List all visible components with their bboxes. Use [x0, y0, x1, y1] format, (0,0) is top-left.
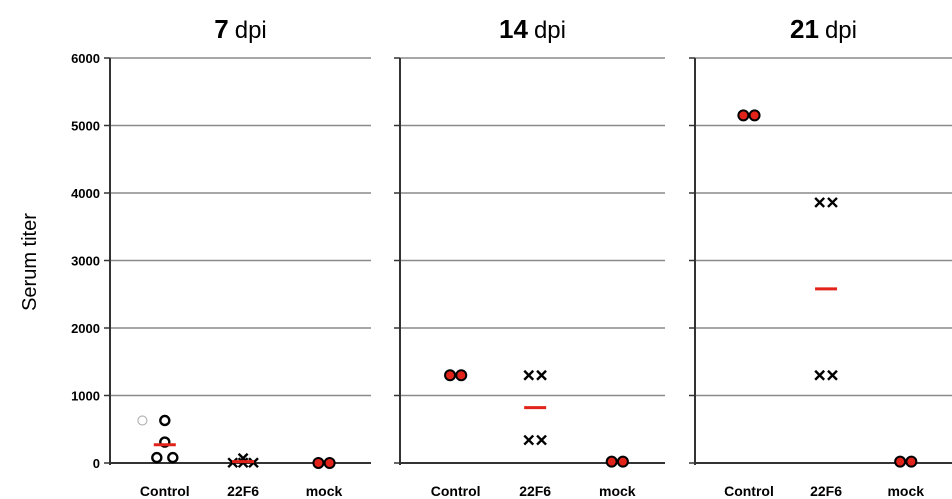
- y-tick-label: 2000: [71, 321, 100, 336]
- x-category-label: Control: [724, 483, 774, 499]
- y-tick-label: 3000: [71, 254, 100, 269]
- panel-3: 21 dpi Control 22F6 mock: [689, 14, 952, 499]
- x-category-label: Control: [431, 483, 481, 499]
- data-point: [827, 369, 838, 381]
- panel-2: 14 dpi Control 22F6 mock: [394, 14, 665, 499]
- data-point: [523, 434, 535, 446]
- panel-title-unit: dpi: [825, 17, 857, 44]
- data-point: [137, 415, 148, 426]
- y-tick-label: 4000: [71, 186, 100, 201]
- x-category-label: 22F6: [519, 483, 551, 499]
- data-point: [455, 369, 468, 382]
- data-point: [905, 455, 918, 468]
- data-point: [167, 451, 179, 464]
- panel-title: 21 dpi: [790, 14, 857, 44]
- panel-1: 0 1000 2000 3000 4000 5000 6000 7 dpi Control 22F6…: [71, 14, 371, 499]
- y-tick-label: 1000: [71, 389, 100, 404]
- panel-title: 7 dpi: [214, 14, 267, 44]
- data-point: [814, 369, 826, 381]
- data-point: [159, 414, 171, 427]
- panel-title-number: 21: [790, 14, 819, 44]
- x-category-label: mock: [306, 483, 343, 499]
- panel-title-unit: dpi: [235, 17, 267, 44]
- y-tick-label: 6000: [71, 51, 100, 66]
- data-point: [312, 457, 325, 469]
- data-point-stroke: [814, 369, 826, 381]
- data-point: [748, 109, 761, 122]
- data-point-stroke: [523, 369, 535, 381]
- panel-title: 14 dpi: [499, 14, 566, 44]
- x-category-label: Control: [140, 483, 190, 499]
- data-point: [616, 455, 629, 468]
- data-point: [536, 369, 547, 381]
- x-category-label: 22F6: [810, 483, 842, 499]
- y-tick-label: 0: [93, 456, 100, 471]
- data-point: [159, 436, 171, 448]
- panel-title-number: 7: [214, 14, 228, 44]
- data-point: [444, 369, 457, 382]
- data-point: [151, 451, 163, 464]
- x-category-label: 22F6: [227, 483, 259, 499]
- data-point: [827, 197, 838, 208]
- data-point-stroke: [536, 434, 547, 446]
- data-point-stroke: [536, 369, 547, 381]
- data-point-stroke: [523, 434, 535, 446]
- data-point-stroke: [814, 197, 826, 208]
- data-point: [737, 109, 750, 122]
- data-point: [323, 457, 336, 469]
- y-axis-label: Serum titer: [19, 213, 41, 311]
- data-point: [894, 455, 907, 468]
- panels: 0 1000 2000 3000 4000 5000 6000 7 dpi Control 22F6…: [71, 14, 952, 499]
- data-point-stroke: [827, 197, 838, 208]
- data-point: [605, 455, 618, 468]
- data-point: [536, 434, 547, 446]
- data-point-stroke: [827, 369, 838, 381]
- data-point: [523, 369, 535, 381]
- panel-title-unit: dpi: [534, 17, 566, 44]
- y-tick-label: 5000: [71, 119, 100, 134]
- data-point: [814, 197, 826, 208]
- x-category-label: mock: [599, 483, 636, 499]
- x-category-label: mock: [887, 483, 924, 499]
- panel-title-number: 14: [499, 14, 528, 44]
